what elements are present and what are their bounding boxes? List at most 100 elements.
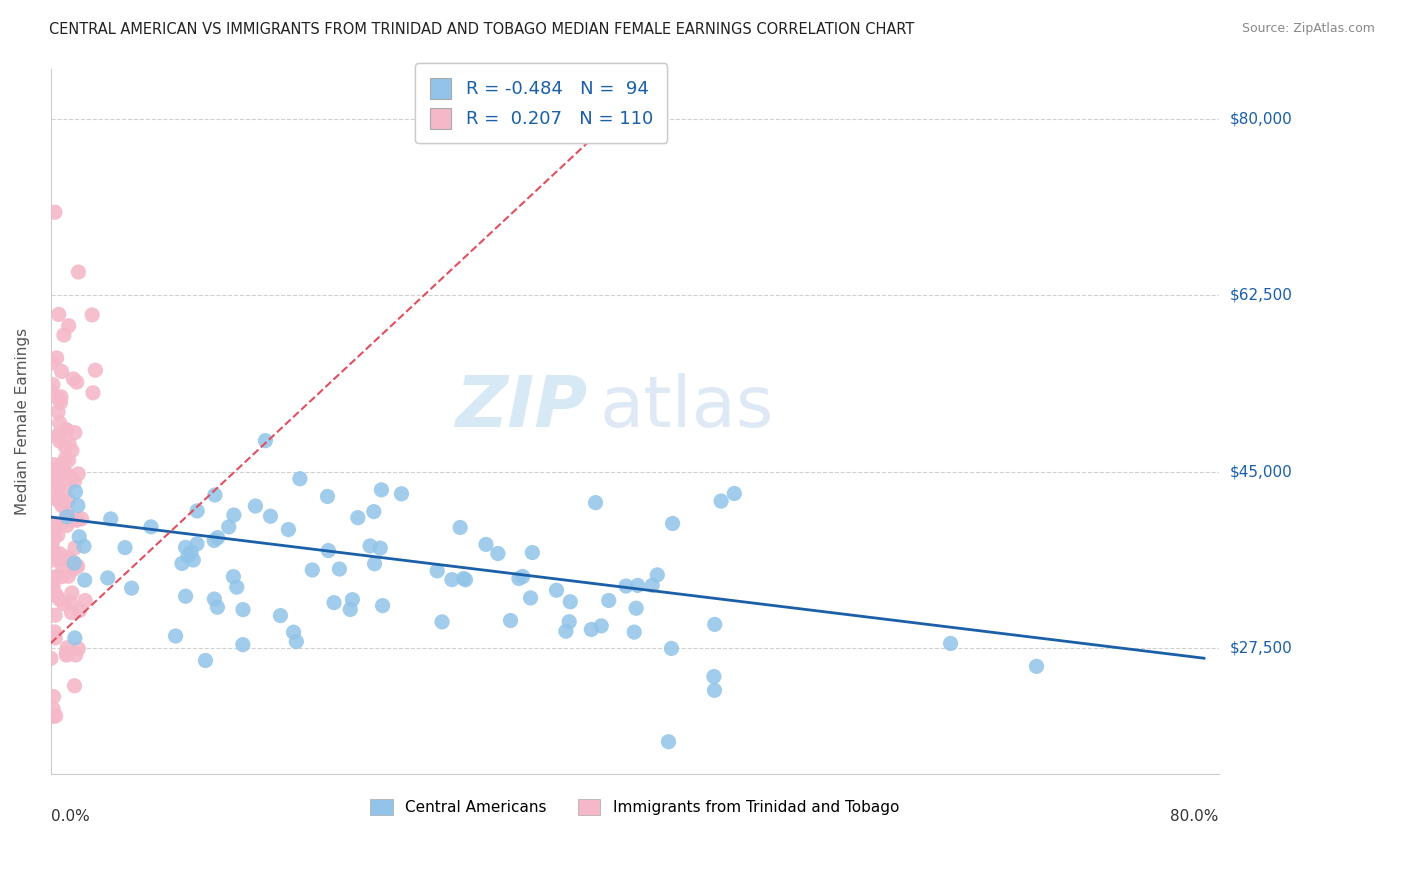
Point	[342, 592, 364, 607]
Point	[66, 375, 89, 389]
Point	[339, 602, 361, 616]
Point	[45, 709, 67, 723]
Point	[641, 578, 664, 592]
Point	[453, 572, 475, 586]
Point	[51, 458, 73, 472]
Point	[75, 593, 97, 607]
Text: $80,000: $80,000	[1230, 112, 1292, 127]
Point	[51, 499, 73, 513]
Point	[69, 603, 91, 617]
Point	[67, 530, 90, 544]
Point	[585, 495, 607, 509]
Point	[48, 468, 70, 483]
Point	[368, 541, 391, 555]
Point	[41, 582, 63, 597]
Point	[661, 641, 683, 656]
Text: 80.0%: 80.0%	[1170, 809, 1219, 824]
Point	[41, 518, 63, 533]
Point	[647, 568, 669, 582]
Text: CENTRAL AMERICAN VS IMMIGRANTS FROM TRINIDAD AND TOBAGO MEDIAN FEMALE EARNINGS C: CENTRAL AMERICAN VS IMMIGRANTS FROM TRIN…	[49, 22, 914, 37]
Point	[63, 474, 86, 488]
Point	[51, 570, 73, 584]
Point	[626, 578, 648, 592]
Point	[84, 363, 107, 377]
Point	[60, 606, 83, 620]
Point	[49, 552, 72, 566]
Text: $45,000: $45,000	[1230, 464, 1292, 479]
Point	[45, 351, 67, 365]
Point	[73, 539, 96, 553]
Point	[53, 440, 76, 454]
Point	[46, 528, 69, 542]
Point	[65, 648, 87, 662]
Point	[1025, 659, 1047, 673]
Point	[283, 625, 305, 640]
Point	[174, 541, 197, 555]
Point	[55, 466, 77, 480]
Point	[58, 318, 80, 333]
Point	[55, 423, 77, 437]
Point	[56, 493, 79, 508]
Point	[440, 573, 463, 587]
Point	[269, 608, 291, 623]
Point	[560, 595, 582, 609]
Point	[62, 562, 84, 576]
Point	[186, 537, 208, 551]
Point	[82, 308, 104, 322]
Point	[39, 651, 62, 665]
Point	[177, 549, 200, 563]
Point	[499, 614, 522, 628]
Point	[41, 356, 63, 370]
Point	[66, 513, 89, 527]
Point	[202, 533, 225, 548]
Point	[245, 499, 267, 513]
Point	[63, 631, 86, 645]
Point	[56, 550, 79, 565]
Point	[194, 653, 217, 667]
Point	[44, 520, 66, 534]
Point	[46, 550, 69, 565]
Point	[60, 511, 83, 525]
Point	[449, 520, 471, 534]
Point	[44, 608, 66, 623]
Point	[614, 579, 637, 593]
Point	[49, 390, 72, 404]
Point	[59, 470, 82, 484]
Point	[60, 443, 83, 458]
Point	[58, 436, 80, 450]
Point	[259, 509, 281, 524]
Point	[114, 541, 136, 555]
Point	[318, 543, 340, 558]
Point	[48, 494, 70, 508]
Point	[170, 557, 193, 571]
Point	[44, 570, 66, 584]
Point	[53, 483, 76, 498]
Point	[55, 648, 77, 662]
Point	[370, 483, 392, 497]
Point	[723, 486, 745, 500]
Point	[207, 531, 229, 545]
Point	[41, 580, 63, 594]
Text: 0.0%: 0.0%	[51, 809, 90, 824]
Point	[174, 589, 197, 603]
Point	[48, 429, 70, 443]
Point	[363, 505, 385, 519]
Point	[218, 520, 240, 534]
Point	[222, 508, 245, 522]
Text: $62,500: $62,500	[1230, 288, 1292, 302]
Point	[254, 434, 277, 448]
Point	[56, 640, 79, 655]
Point	[277, 523, 299, 537]
Point	[52, 515, 75, 529]
Point	[48, 479, 70, 493]
Point	[39, 384, 62, 398]
Point	[661, 516, 683, 531]
Point	[288, 472, 311, 486]
Point	[657, 735, 679, 749]
Point	[56, 509, 79, 524]
Point	[703, 617, 725, 632]
Point	[519, 591, 541, 605]
Point	[363, 557, 385, 571]
Point	[52, 497, 75, 511]
Point	[121, 581, 143, 595]
